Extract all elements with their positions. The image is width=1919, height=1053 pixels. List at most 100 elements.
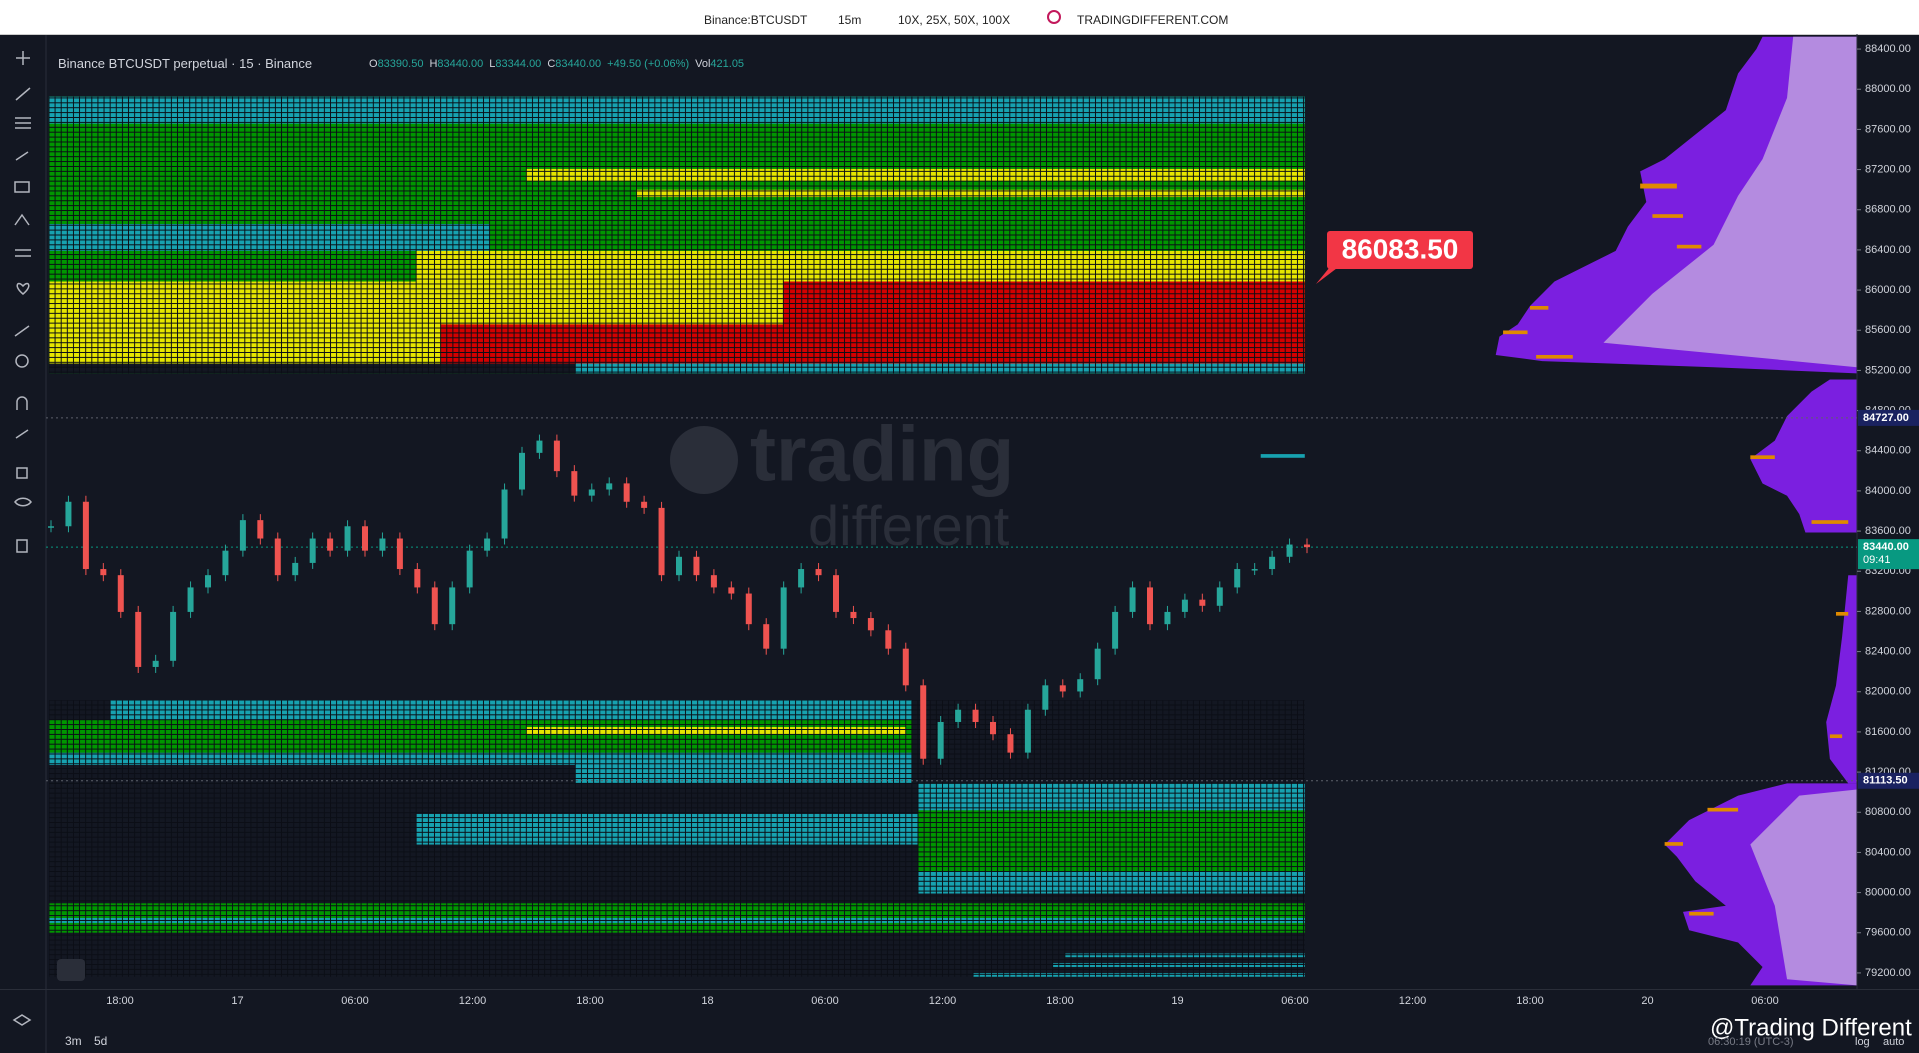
y-tick-label: 86400.00 bbox=[1865, 244, 1911, 256]
legend-title: Binance BTCUSDT perpetual · 15 · Binance bbox=[58, 56, 313, 71]
candle bbox=[431, 587, 438, 625]
candle bbox=[588, 489, 595, 496]
tool-icons[interactable] bbox=[12, 51, 32, 1026]
top-bar: Binance:BTCUSDT 15m 10X, 25X, 50X, 100X … bbox=[0, 0, 1919, 35]
candle bbox=[1077, 679, 1084, 692]
candle bbox=[1024, 709, 1031, 753]
y-tick-label: 82800.00 bbox=[1865, 605, 1911, 617]
candle bbox=[920, 685, 927, 759]
candle bbox=[867, 618, 874, 631]
watermark-handle: @Trading Different bbox=[1710, 1014, 1912, 1041]
candle bbox=[1269, 556, 1276, 570]
callout: 86083.50 bbox=[1316, 231, 1473, 284]
interval[interactable]: 15m bbox=[838, 13, 862, 27]
watermark-icon bbox=[670, 426, 738, 494]
log-toggle[interactable]: log bbox=[1855, 1036, 1870, 1048]
candle bbox=[1234, 569, 1241, 588]
candle bbox=[1251, 569, 1258, 571]
x-tick-label: 18:00 bbox=[576, 995, 604, 1007]
candle bbox=[257, 520, 264, 539]
x-tick-label: 12:00 bbox=[1399, 995, 1427, 1007]
candle bbox=[990, 721, 996, 735]
label: O bbox=[369, 58, 378, 70]
label: C bbox=[547, 58, 556, 70]
candle bbox=[955, 709, 962, 722]
price-label: 81113.50 bbox=[1863, 775, 1908, 787]
x-tick-label: 18:00 bbox=[106, 995, 134, 1007]
candle bbox=[1147, 587, 1153, 625]
candle bbox=[100, 569, 107, 576]
candle bbox=[135, 611, 142, 667]
y-tick-label: 85600.00 bbox=[1865, 324, 1911, 336]
y-tick-label: 87200.00 bbox=[1865, 163, 1911, 175]
candle bbox=[152, 660, 159, 667]
y-tick-label: 79600.00 bbox=[1865, 927, 1911, 939]
auto-toggle[interactable]: auto bbox=[1883, 1036, 1905, 1048]
label: L bbox=[489, 58, 496, 70]
candle bbox=[728, 587, 735, 594]
value: 83440.00 bbox=[437, 58, 484, 70]
candle bbox=[553, 440, 560, 472]
range[interactable]: 3m bbox=[65, 1034, 82, 1048]
candle bbox=[885, 630, 892, 649]
time-axis-border bbox=[0, 989, 1919, 990]
candle bbox=[641, 501, 648, 508]
candle bbox=[414, 569, 421, 588]
candle bbox=[815, 569, 822, 576]
candle bbox=[1304, 544, 1310, 548]
x-tick-label: 06:00 bbox=[811, 995, 839, 1007]
candle bbox=[48, 526, 54, 528]
candle bbox=[1112, 611, 1119, 649]
candle bbox=[449, 587, 456, 625]
candle bbox=[309, 538, 316, 563]
x-tick-label: 12:00 bbox=[459, 995, 487, 1007]
y-tick-label: 80400.00 bbox=[1865, 846, 1911, 858]
candle bbox=[1129, 587, 1136, 612]
candle bbox=[780, 587, 787, 649]
candle bbox=[763, 624, 770, 649]
candle bbox=[798, 569, 805, 588]
candle bbox=[1216, 587, 1223, 606]
x-tick-label: 06:00 bbox=[1751, 995, 1779, 1007]
y-tick-label: 88400.00 bbox=[1865, 43, 1911, 55]
candle bbox=[205, 575, 211, 588]
x-tick-label: 20 bbox=[1641, 995, 1653, 1007]
range[interactable]: 5d bbox=[94, 1034, 108, 1048]
volume-profile bbox=[1495, 36, 1857, 986]
site[interactable]: TRADINGDIFFERENT.COM bbox=[1077, 13, 1229, 27]
candle bbox=[676, 556, 682, 576]
clock: 06:30:19 (UTC-3) bbox=[1708, 1036, 1794, 1048]
candle bbox=[745, 593, 752, 625]
watermark-text: different bbox=[808, 494, 1010, 557]
candle bbox=[658, 507, 665, 576]
candle bbox=[1059, 685, 1066, 692]
candle bbox=[972, 709, 979, 722]
y-tick-label: 81600.00 bbox=[1865, 726, 1911, 738]
watermark-logo: trading different bbox=[670, 410, 1014, 557]
candle bbox=[1181, 599, 1188, 612]
candle bbox=[274, 538, 281, 576]
y-tick-label: 80800.00 bbox=[1865, 806, 1911, 818]
price-axis: 79200.00 79600.00 80000.00 80400.00 80800.00… bbox=[46, 34, 1919, 1007]
candle bbox=[1007, 734, 1014, 753]
candle bbox=[623, 483, 630, 502]
candle bbox=[187, 587, 194, 612]
value: 421.05 bbox=[710, 58, 745, 70]
candle bbox=[710, 575, 717, 588]
candle bbox=[344, 526, 351, 551]
y-tick-label: 85200.00 bbox=[1865, 364, 1911, 376]
left-toolbar bbox=[0, 35, 46, 1053]
symbol[interactable]: Binance:BTCUSDT bbox=[704, 13, 808, 27]
y-tick-label: 82400.00 bbox=[1865, 645, 1911, 657]
candles bbox=[48, 434, 1310, 765]
candle bbox=[327, 538, 334, 551]
candle bbox=[396, 538, 403, 570]
y-tick-label: 86800.00 bbox=[1865, 204, 1911, 216]
candle bbox=[1199, 599, 1206, 606]
price-label-box bbox=[1858, 409, 1919, 426]
y-tick-label: 79200.00 bbox=[1865, 967, 1911, 979]
y-tick-label: 80000.00 bbox=[1865, 887, 1911, 899]
y-tick-label: 83600.00 bbox=[1865, 525, 1911, 537]
